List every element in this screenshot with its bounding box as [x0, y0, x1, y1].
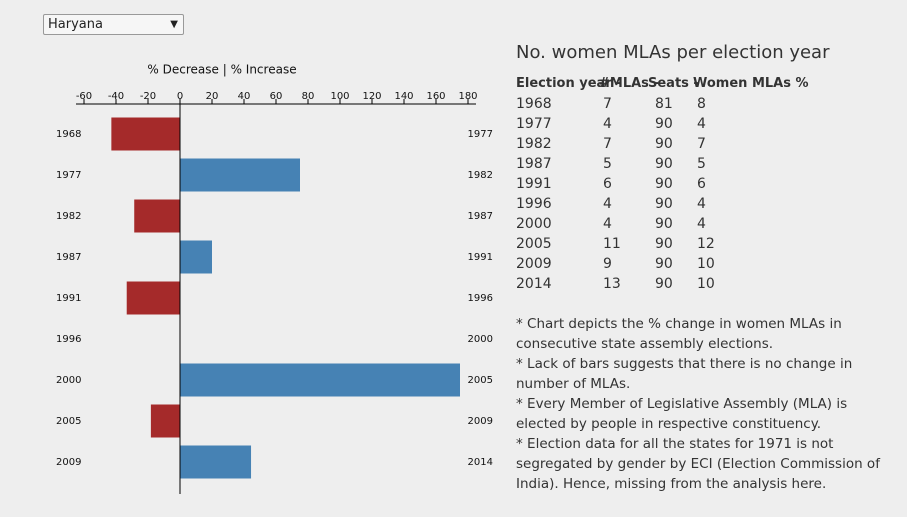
table-cell: 5	[697, 156, 706, 172]
start-year-label: 2000	[56, 375, 81, 386]
note: * Every Member of Legislative Assembly (…	[516, 396, 848, 432]
dropdown-arrow[interactable]: ▼	[170, 19, 178, 30]
start-year-label: 1987	[56, 252, 81, 263]
table-cell: 12	[697, 236, 715, 252]
end-year-label: 2005	[468, 375, 493, 386]
table-cell: 2005	[516, 236, 552, 252]
bar	[111, 117, 180, 151]
bar	[180, 363, 460, 397]
x-tick-label: 80	[302, 91, 315, 102]
table-cell: 8	[697, 96, 706, 112]
table-cell: 90	[655, 156, 673, 172]
table-cell: 90	[655, 276, 673, 292]
table-cell: 2000	[516, 216, 552, 232]
table-cell: 1968	[516, 96, 552, 112]
end-year-label: 2014	[468, 457, 493, 468]
table-cell: 90	[655, 216, 673, 232]
table-cell: 90	[655, 236, 673, 252]
table-cell: 90	[655, 256, 673, 272]
table-cell: 4	[603, 216, 612, 232]
start-year-label: 1968	[56, 129, 81, 140]
table-cell: 10	[697, 276, 715, 292]
x-tick-label: 60	[270, 91, 283, 102]
end-year-label: 1982	[468, 170, 493, 181]
end-year-label: 1996	[468, 293, 493, 304]
start-year-label: 2005	[56, 416, 81, 427]
x-tick-label: 180	[458, 91, 477, 102]
table-cell: 4	[603, 196, 612, 212]
header-cell: Seats -	[648, 76, 699, 91]
table-cell: 1987	[516, 156, 552, 172]
table-cell: 4	[697, 216, 706, 232]
end-year-label: 1991	[468, 252, 493, 263]
x-tick-label: 40	[238, 91, 251, 102]
table-cell: 7	[697, 136, 706, 152]
table-cell: 5	[603, 156, 612, 172]
start-year-label: 1977	[56, 170, 81, 181]
table-cell: 90	[655, 136, 673, 152]
x-tick-label: 20	[206, 91, 219, 102]
bar	[180, 158, 300, 192]
table-cell: 9	[603, 256, 612, 272]
table-cell: 11	[603, 236, 621, 252]
table-cell: 4	[697, 196, 706, 212]
table-title: No. women MLAs per election year	[516, 42, 830, 63]
table-cell: 90	[655, 176, 673, 192]
start-year-label: 1982	[56, 211, 81, 222]
table-cell: 1982	[516, 136, 552, 152]
header-cell: Election year -	[516, 76, 622, 91]
x-tick-label: -60	[76, 91, 92, 102]
x-tick-label: 120	[362, 91, 381, 102]
table-cell: 6	[603, 176, 612, 192]
header-cell: #MLAs -	[599, 76, 659, 91]
x-tick-label: -20	[140, 91, 156, 102]
chart-title: % Decrease | % Increase	[147, 63, 296, 77]
table-cell: 4	[697, 116, 706, 132]
notes: * Chart depicts the % change in women ML…	[516, 314, 891, 494]
table-cell: 7	[603, 136, 612, 152]
table-cell: 13	[603, 276, 621, 292]
table-cell: 81	[655, 96, 673, 112]
chart: % Decrease | % Increase -60 -40 -20 0 20 40 60…	[56, 63, 493, 494]
note: * Election data for all the states for 1…	[516, 436, 880, 492]
x-tick-label: 100	[330, 91, 349, 102]
table-cell: 1991	[516, 176, 552, 192]
table-cell: 6	[697, 176, 706, 192]
start-year-label: 1991	[56, 293, 81, 304]
end-year-label: 1977	[468, 129, 493, 140]
table-cell: 4	[603, 116, 612, 132]
end-year-label: 2000	[468, 334, 493, 345]
x-tick-label: 160	[426, 91, 445, 102]
note: * Chart depicts the % change in women ML…	[516, 316, 842, 352]
end-year-label: 2009	[468, 416, 493, 427]
start-year-label: 1996	[56, 334, 81, 345]
start-year-label: 2009	[56, 457, 81, 468]
bar	[180, 445, 252, 479]
x-tick-label: 0	[177, 91, 183, 102]
table-cell: 7	[603, 96, 612, 112]
dropdown-value[interactable]: Haryana	[48, 17, 103, 32]
table-cell: 90	[655, 196, 673, 212]
bar	[180, 240, 212, 274]
x-tick-label: 140	[394, 91, 413, 102]
table-cell: 1977	[516, 116, 552, 132]
note: * Lack of bars suggests that there is no…	[516, 356, 853, 392]
table-cell: 2014	[516, 276, 552, 292]
table-cell: 1996	[516, 196, 552, 212]
end-year-label: 1987	[468, 211, 493, 222]
table-cell: 10	[697, 256, 715, 272]
state-dropdown[interactable]: Haryana ▼	[43, 14, 184, 35]
bar	[150, 404, 180, 438]
table-cell: 90	[655, 116, 673, 132]
bar	[126, 281, 180, 315]
table-cell: 2009	[516, 256, 552, 272]
bar	[134, 199, 180, 233]
header-cell: Women MLAs %	[693, 76, 809, 91]
x-tick-label: -40	[108, 91, 124, 102]
